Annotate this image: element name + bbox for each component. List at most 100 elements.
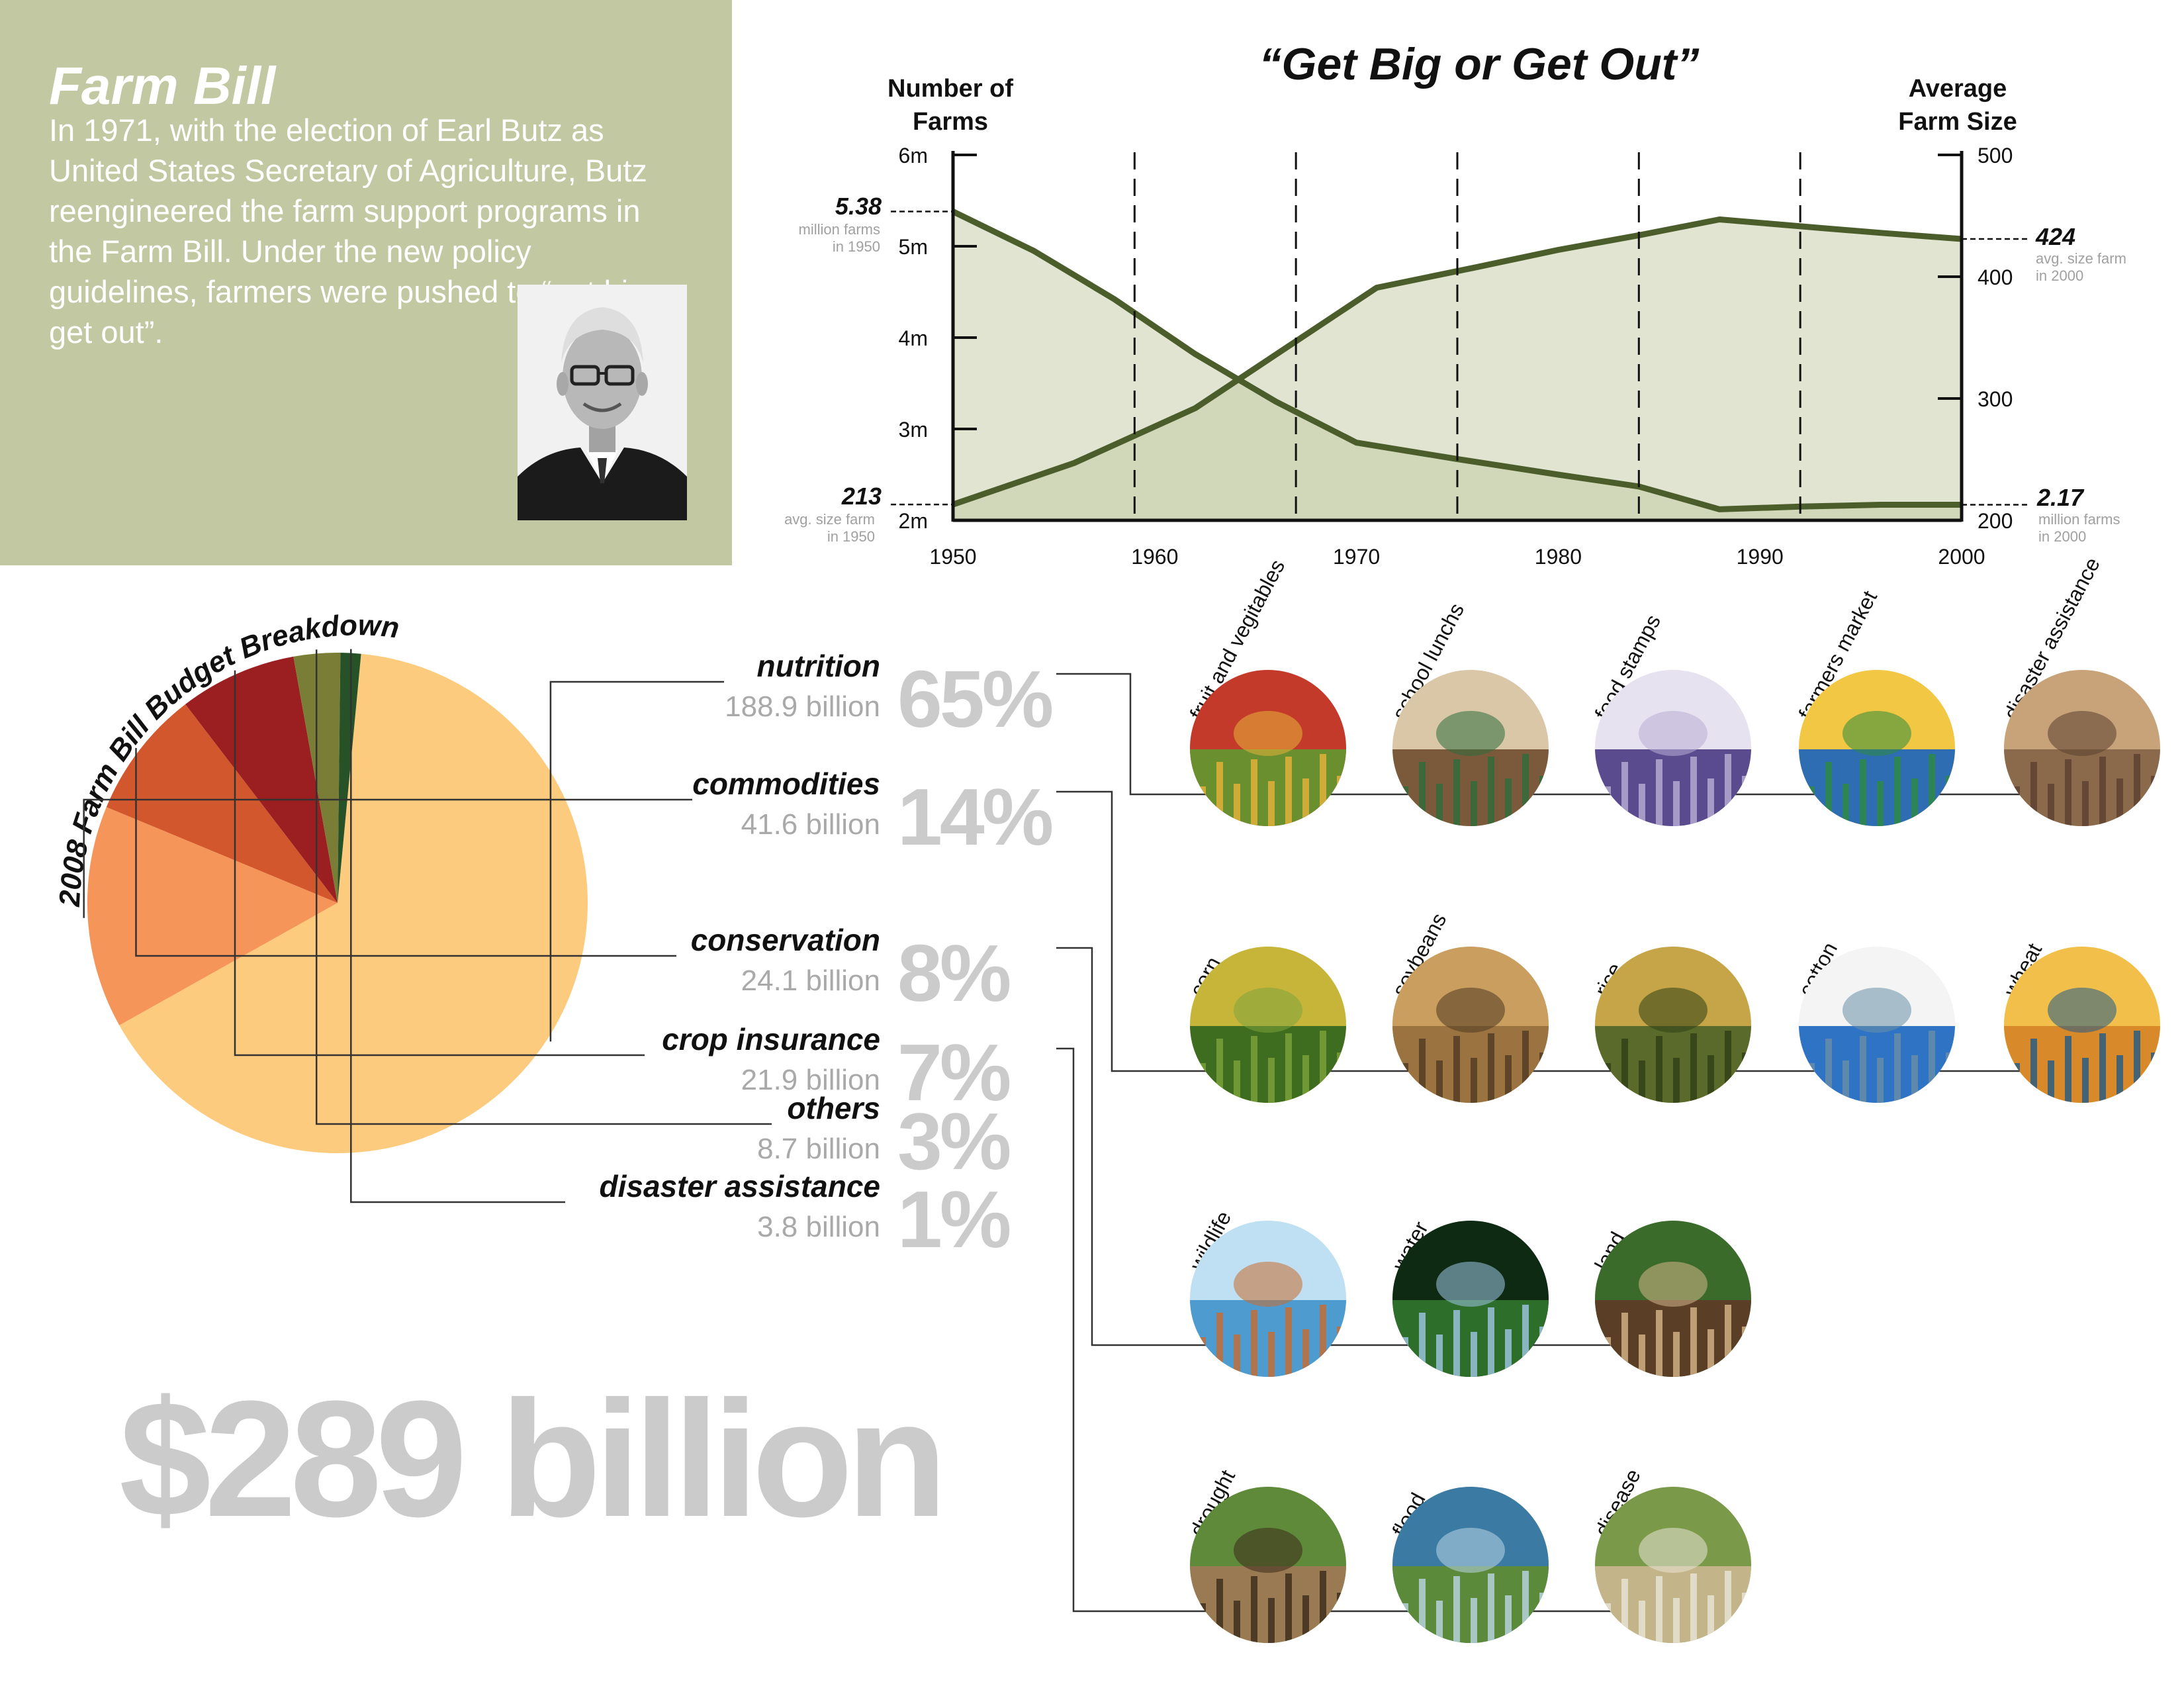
legend-percent-commodities: 14% [897,772,1052,862]
left-tick-label: 2m [899,509,928,533]
photo-corn [1190,947,1346,1103]
start-size-note-1: avg. size farm [784,511,875,528]
photo-image-icon [1392,1221,1549,1377]
x-tick-label: 1960 [1131,545,1178,569]
right-tick-label: 500 [1978,144,2013,167]
legend-percent-conservation: 8% [897,928,1010,1018]
series-line-right [952,216,1962,508]
left-tick-label: 3m [899,418,928,442]
photo-image-icon [1392,670,1549,826]
pie-slice-commodities [87,807,338,1025]
legend-percent-disaster-assistance: 1% [897,1174,1010,1264]
photo-rice [1595,947,1751,1103]
start-farms-value: 5.38 [835,193,882,220]
budget-pie-chart: 2008 Farm Bill Budget Breakdown nutritio… [54,609,1055,1264]
legend-leader-others [315,649,772,1125]
start-farms-note-2: in 1950 [833,238,880,255]
photo-food-stamps [1595,670,1751,826]
photo-water [1392,1221,1549,1377]
person-portrait-icon [518,285,687,520]
pie-legend: nutrition 188.9 billion 65% commodities 41.6… [83,649,1055,1264]
photo-drought [1190,1487,1346,1643]
right-axis-label-line2: Farm Size [1898,108,2017,136]
budget-total: $289 billion [119,1366,948,1551]
pie-slice-crop-insurance [185,656,338,903]
right-axis-label-line1: Average [1909,75,2007,103]
left-tick-label: 4m [899,326,928,350]
photo-image-icon [1595,947,1751,1103]
legend-name-disaster-assistance: disaster assistance [600,1169,881,1203]
legend-amount-others: 8.7 billion [757,1133,880,1165]
legend-percent-crop-insurance: 7% [897,1027,1010,1117]
x-tick-label: 1990 [1737,545,1784,569]
legend-amount-disaster-assistance: 3.8 billion [757,1211,880,1243]
photo-image-icon [1595,1487,1751,1643]
legend-name-nutrition: nutrition [757,649,881,683]
photo-land [1595,1221,1751,1377]
right-tick-label: 300 [1978,387,2013,411]
pie-slice-nutrition [119,653,588,1154]
pie-slice-disaster-assistance [338,653,361,903]
legend-leader-commodities [83,798,692,918]
x-tick-label: 1980 [1535,545,1582,569]
connector-conservation [1056,947,1673,1346]
legend-name-commodities: commodities [692,767,880,801]
x-tick-label: 1970 [1333,545,1380,569]
pie-slice-conservation [106,704,338,903]
photo-image-icon [1799,947,1955,1103]
intro-body: In 1971, with the election of Earl Butz … [49,113,682,350]
intro-panel: Farm Bill In 1971, with the election of … [0,0,732,565]
legend-amount-nutrition: 188.9 billion [725,690,880,723]
legend-name-conservation: conservation [691,923,880,957]
start-farms-note-1: million farms [799,221,880,238]
photo-image-icon [1190,1487,1346,1643]
left-axis-label-line2: Farms [913,108,988,136]
legend-amount-conservation: 24.1 billion [741,964,880,997]
portrait-photo [518,285,687,520]
photo-wildlife [1190,1221,1346,1377]
legend-leader-disaster-assistance [350,649,565,1203]
photo-image-icon [2004,947,2160,1103]
chart-title: “Get Big or Get Out” [1259,39,1700,89]
legend-name-crop-insurance: crop insurance [662,1022,880,1056]
connector-crop-insurance [1056,1047,1673,1613]
x-tick-label: 1950 [929,545,976,569]
end-farms-note-2: in 2000 [2038,528,2086,545]
photo-image-icon [1595,1221,1751,1377]
photo-image-icon [2004,670,2160,826]
x-tick-label: 2000 [1938,545,1985,569]
right-tick-label: 200 [1978,509,2013,533]
end-size-note-2: in 2000 [2036,267,2083,284]
farms-area-chart: “Get Big or Get Out” Number of Farms Ave… [784,39,2126,569]
start-size-value: 213 [841,483,882,510]
legend-amount-commodities: 41.6 billion [741,808,880,841]
legend-leader-nutrition [549,680,724,1042]
photo-fruit-and-vegitables [1190,670,1346,826]
left-tick-label: 6m [899,144,928,167]
photo-wheat [2004,947,2160,1103]
intro-title: Farm Bill [49,56,276,115]
legend-leader-crop-insurance [234,670,645,1056]
end-farms-value: 2.17 [2036,484,2085,511]
legend-leader-conservation [135,748,676,957]
start-size-note-2: in 1950 [827,528,875,545]
photo-image-icon [1190,947,1346,1103]
photo-farmers-market [1799,670,1955,826]
photo-image-icon [1392,1487,1549,1643]
photo-image-icon [1595,670,1751,826]
left-tick-label: 5m [899,235,928,259]
chart-axes: 6m 5m 4m 3m 2m 500 400 300 200 1950 1960 1970 1980 19… [891,144,2029,569]
photo-image-icon [1190,1221,1346,1377]
photo-image-icon [1799,670,1955,826]
end-size-value: 424 [2035,223,2075,250]
legend-percent-others: 3% [897,1096,1010,1186]
photo-soybeans [1392,947,1549,1103]
legend-amount-crop-insurance: 21.9 billion [741,1064,880,1096]
end-farms-note-1: million farms [2038,511,2120,528]
end-size-note-1: avg. size farm [2036,250,2126,267]
photo-disease [1595,1487,1751,1643]
legend-percent-nutrition: 65% [897,654,1052,744]
left-axis-label-line1: Number of [887,75,1013,103]
legend-name-others: others [787,1091,880,1125]
photo-cotton [1799,947,1955,1103]
